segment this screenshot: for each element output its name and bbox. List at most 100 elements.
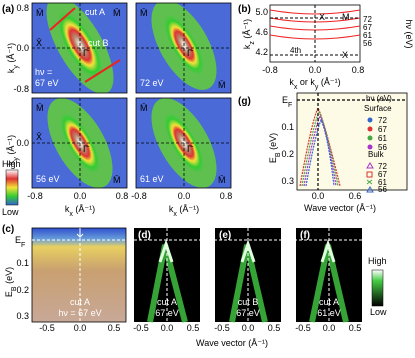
colorbar-label: Low (370, 307, 387, 317)
text: k (289, 77, 294, 87)
text: F (21, 242, 25, 249)
map-label: M̄ (36, 103, 44, 113)
axis-label: kx (Å⁻¹) (65, 204, 95, 218)
tick-label: 0.1 (281, 122, 294, 132)
hv-label: 67 eV (155, 308, 179, 318)
text: E (4, 291, 14, 297)
map-label: M̄ (36, 8, 44, 18)
hv-label: hν = 67 eV (58, 308, 101, 318)
cut-label: cut B (238, 297, 259, 307)
text: y (315, 84, 319, 91)
panel-label: (f) (300, 230, 310, 241)
tick-label: -0.5 (133, 323, 149, 333)
text: E (268, 157, 278, 163)
tick-label: 0.2 (281, 149, 294, 159)
legend-entry: 61 (378, 134, 387, 143)
legend-entry: 56 (378, 143, 387, 152)
tick-label: 0.8 (220, 191, 233, 201)
text: (eV) (268, 133, 278, 153)
colorbar (371, 269, 384, 307)
spectrum (134, 228, 362, 323)
tick-label: 0.8 (16, 3, 29, 13)
text: (Å⁻¹) (318, 77, 340, 87)
tick-label: -0.8 (13, 84, 29, 94)
legend-title: hν (eV) (366, 94, 392, 103)
tick-label: 0.5 (108, 323, 121, 333)
legend-heading: Surface (364, 104, 392, 113)
panel-label: (e) (219, 230, 231, 241)
text: y (13, 65, 20, 69)
tick-label: -0.5 (295, 323, 311, 333)
text: or k (297, 77, 315, 87)
tick-label: 0.0 (309, 65, 322, 75)
map-label: Γ̄ (83, 48, 90, 58)
map-label: cut A (85, 7, 105, 17)
axis-label: ky (Å⁻¹) (6, 43, 20, 73)
cut-label: cut A (157, 297, 177, 307)
tick-label: 0.0 (16, 43, 29, 53)
axis-label: EF (282, 95, 292, 109)
axis-label: Wave vector (Å⁻¹) (304, 203, 376, 213)
map-label: Γ̄ (83, 144, 90, 154)
text: (Å⁻¹) (6, 43, 16, 65)
text: E (282, 95, 288, 105)
text: k (242, 44, 252, 49)
panel-label: (g) (238, 96, 251, 107)
map-frames (31, 2, 232, 189)
map-label: hν = (35, 67, 52, 77)
text: k (6, 160, 16, 165)
axis-label: kx (Å⁻¹) (169, 204, 199, 218)
tick-label: 0.0 (178, 191, 191, 201)
tick-label: 0.8 (116, 191, 129, 201)
tick-label: 67 (363, 23, 372, 32)
arrow (76, 229, 84, 238)
text: (Å⁻¹) (6, 135, 16, 157)
tick-label: 72 (363, 15, 372, 24)
tick-label: 0.5 (349, 323, 362, 333)
legend-entry: 72 (378, 116, 387, 125)
panel-label: (c) (2, 224, 14, 235)
colorbar-label: High (368, 256, 387, 266)
text: (eV) (4, 267, 14, 287)
axis-label: EF (15, 235, 25, 249)
map-label: M̄ (218, 175, 226, 185)
tick-label: -0.5 (214, 323, 230, 333)
colorbar-label: Low (2, 207, 19, 217)
tick-label: 0.0 (312, 191, 325, 201)
tick-label: 0.0 (323, 323, 336, 333)
map-label: 67 eV (35, 78, 59, 88)
map-label: M̄ (140, 103, 148, 113)
legend: hν (eV) Surface 72 67 61 56 Bulk 72 67 6… (364, 94, 392, 194)
legend-entry: 61 (378, 178, 387, 187)
tick-label: 0.1 (16, 258, 29, 268)
tick-label: 56 (363, 39, 372, 48)
text: k (6, 68, 16, 73)
legend-heading: Bulk (368, 150, 385, 159)
hv-label: 67 eV (236, 308, 260, 318)
text: z (249, 41, 256, 45)
tick-label: 5.0 (255, 7, 268, 17)
map-label: M̄ (113, 175, 121, 185)
text: x (173, 211, 177, 218)
map-label: 72 eV (140, 78, 164, 88)
point-label: X (319, 12, 325, 22)
tick-label: 0.3 (16, 311, 29, 321)
text: x (69, 211, 73, 218)
tick-label: -0.8 (262, 65, 278, 75)
map-label: M̄ (113, 8, 121, 18)
tick-label: 0.5 (187, 323, 200, 333)
colorbar (5, 169, 19, 206)
map-label: Γ̄ (187, 48, 194, 58)
panel-label: (d) (138, 230, 151, 241)
tick-label: 0.6 (349, 191, 362, 201)
map-label: Γ̄ (187, 144, 194, 154)
legend-entry: 72 (378, 162, 387, 171)
text: x (294, 84, 298, 91)
tick-label: 0.0 (74, 191, 87, 201)
hv-label: 61 eV (317, 308, 341, 318)
text: (Å⁻¹) (242, 19, 252, 41)
text: y (13, 157, 20, 161)
map-label: X̄ (36, 38, 42, 48)
tick-label: 4.6 (255, 27, 268, 37)
